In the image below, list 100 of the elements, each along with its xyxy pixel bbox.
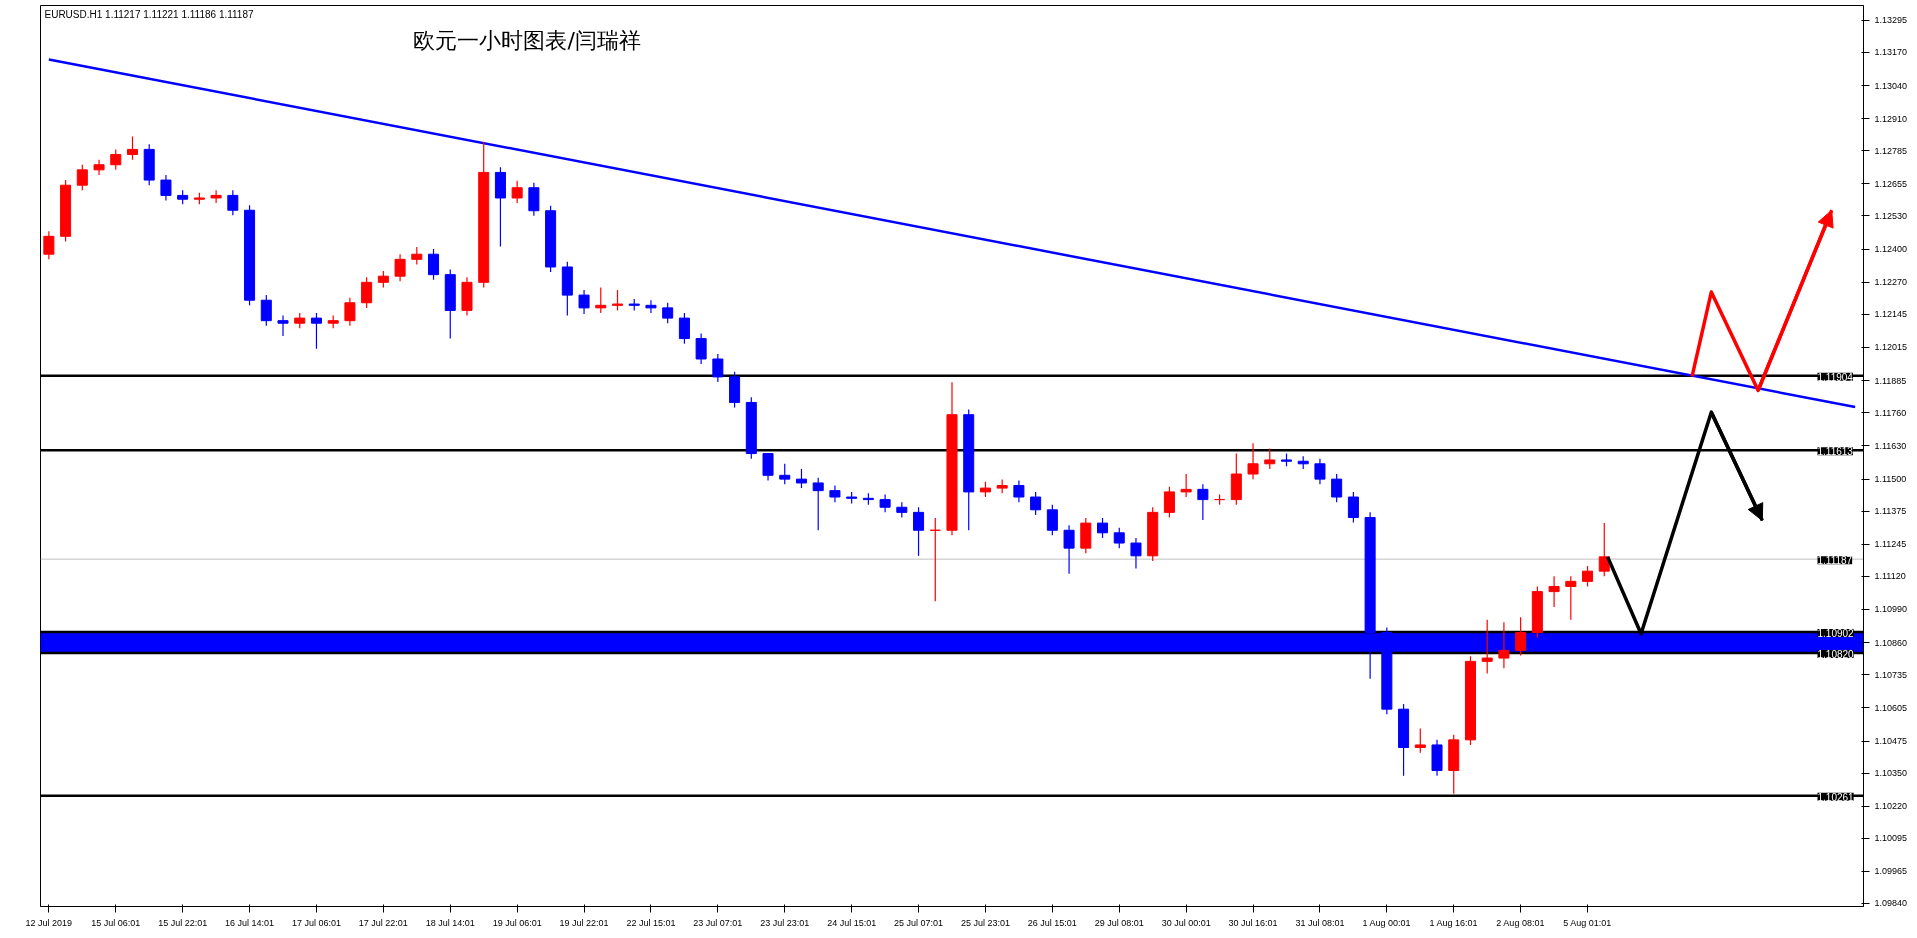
x-tick-label: 17 Jul 22:01 [358, 917, 408, 928]
candlestick [210, 189, 222, 204]
y-tick-label: 1.12015 [1874, 342, 1908, 353]
candlestick [1030, 491, 1042, 516]
y-tick-label: 1.12785 [1874, 145, 1908, 156]
candlestick [1130, 537, 1142, 570]
candlestick [394, 253, 406, 282]
annotation: EURUSD.H1 1.11217 1.11221 1.11186 1.11187 [44, 8, 254, 20]
candlestick [277, 314, 289, 337]
x-tick-label: 5 Aug 01:01 [1563, 917, 1612, 928]
x-tick-label: 23 Jul 07:01 [693, 917, 743, 928]
candlestick [645, 299, 657, 314]
y-tick-label: 1.12910 [1874, 113, 1908, 124]
candlestick [428, 248, 440, 281]
candlestick [1414, 728, 1426, 754]
candlestick [310, 312, 322, 350]
y-tick-label: 1.10475 [1874, 736, 1908, 747]
candlestick [595, 286, 607, 314]
candlestick [1113, 527, 1125, 549]
y-tick-label: 1.10860 [1874, 637, 1908, 648]
candlestick [611, 289, 624, 312]
candlestick [344, 297, 356, 327]
candlestick [1347, 491, 1359, 524]
x-tick-label: 30 Jul 16:01 [1228, 917, 1278, 928]
y-tick-label: 1.10735 [1874, 669, 1908, 680]
y-tick-label: 1.12655 [1874, 178, 1908, 189]
ref-line-label: 1.10820 [1817, 648, 1855, 660]
x-tick-label: 17 Jul 06:01 [291, 917, 341, 928]
candlestick [260, 294, 272, 327]
y-tick-label: 1.09840 [1874, 898, 1908, 909]
y-tick-label: 1.11500 [1874, 474, 1907, 485]
text: 欧元一小时图表/闫瑞祥 [413, 27, 641, 53]
x-tick-label: 24 Jul 15:01 [827, 917, 877, 928]
y-tick-label: 1.13295 [1874, 15, 1908, 26]
candlestick [43, 230, 55, 260]
candlestick [929, 517, 941, 602]
x-tick-label: 1 Aug 16:01 [1429, 917, 1478, 928]
candlestick [110, 148, 122, 171]
candlestick [1163, 486, 1175, 519]
candlestick [712, 353, 724, 383]
candlestick [1097, 517, 1109, 539]
y-tick-label: 1.11245 [1874, 539, 1907, 550]
candlestick [1481, 619, 1493, 674]
y-tick-label: 1.11885 [1874, 375, 1907, 386]
y-tick-label: 1.12145 [1874, 309, 1908, 320]
candlestick [812, 477, 824, 531]
x-tick-label: 31 Jul 08:01 [1295, 917, 1345, 928]
x-tick-label: 22 Jul 15:01 [626, 917, 676, 928]
y-tick-label: 1.11630 [1874, 440, 1907, 451]
candlestick [913, 506, 925, 557]
y-tick-label: 1.12400 [1874, 244, 1908, 255]
candlestick [361, 276, 373, 309]
candlestick [578, 289, 590, 315]
ref-line-label: 1.10261 [1817, 791, 1855, 803]
candlestick [1180, 473, 1192, 498]
x-tick-label: 30 Jul 00:01 [1161, 917, 1211, 928]
candlestick [678, 312, 690, 345]
ref-line-label: 1.11613 [1817, 446, 1854, 458]
y-tick-label: 1.13040 [1874, 80, 1908, 91]
x-tick-label: 1 Aug 00:01 [1362, 917, 1411, 928]
x-tick-label: 18 Jul 14:01 [425, 917, 475, 928]
y-tick-label: 1.10990 [1874, 604, 1908, 615]
y-tick-label: 1.09965 [1874, 866, 1908, 877]
candlestick [1598, 522, 1610, 577]
candlestick [795, 468, 807, 489]
y-tick-label: 1.12270 [1874, 277, 1908, 288]
candlestick [1314, 458, 1326, 485]
candlestick [1565, 575, 1577, 621]
candlestick [1331, 473, 1343, 503]
x-tick-label: 2 Aug 08:01 [1496, 917, 1545, 928]
candlestick [227, 189, 239, 216]
candlestick [1247, 442, 1259, 480]
y-tick-label: 1.11760 [1874, 407, 1907, 418]
candlestick [76, 164, 88, 191]
candlestick [511, 180, 523, 204]
candlestick [160, 174, 172, 202]
y-tick-label: 1.10095 [1874, 833, 1908, 844]
x-tick-label: 25 Jul 23:01 [960, 917, 1010, 928]
y-tick-label: 1.11375 [1874, 506, 1907, 517]
candlestick [762, 452, 774, 482]
ref-line-label: 1.11187 [1817, 555, 1853, 567]
y-tick-label: 1.10220 [1874, 801, 1908, 812]
x-tick-label: 12 Jul 2019 [25, 917, 73, 928]
x-tick-label: 26 Jul 15:01 [1027, 917, 1077, 928]
candlestick [1582, 565, 1594, 588]
y-tick-label: 1.12530 [1874, 210, 1908, 221]
x-tick-label: 15 Jul 06:01 [91, 917, 141, 928]
y-tick-label: 1.11120 [1874, 571, 1906, 582]
x-tick-label: 19 Jul 22:01 [559, 917, 609, 928]
x-tick-label: 15 Jul 22:01 [158, 917, 208, 928]
candlestick [1046, 504, 1058, 536]
candlestick [1515, 616, 1527, 657]
x-tick-label: 16 Jul 14:01 [225, 917, 275, 928]
candlestick [662, 302, 674, 324]
candlestick [1013, 479, 1025, 503]
y-tick-label: 1.10350 [1874, 768, 1908, 779]
candlestick [1063, 524, 1075, 575]
x-tick-label: 23 Jul 23:01 [760, 917, 810, 928]
candlestick [528, 182, 540, 217]
candlestick [1548, 575, 1560, 608]
